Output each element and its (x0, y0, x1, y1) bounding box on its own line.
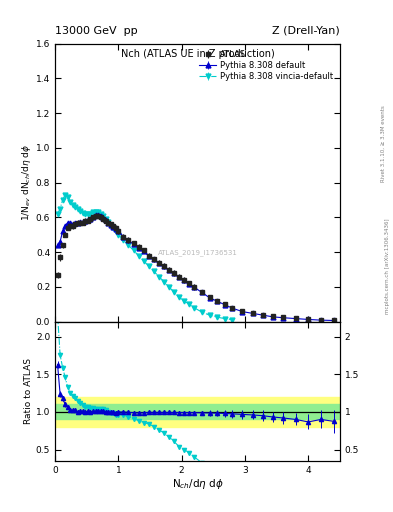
X-axis label: N$_{ch}$/d$\eta$ d$\phi$: N$_{ch}$/d$\eta$ d$\phi$ (172, 477, 223, 492)
Text: Z (Drell-Yan): Z (Drell-Yan) (272, 26, 340, 36)
Text: mcplots.cern.ch [arXiv:1306.3436]: mcplots.cern.ch [arXiv:1306.3436] (385, 219, 389, 314)
Text: Rivet 3.1.10, ≥ 3.3M events: Rivet 3.1.10, ≥ 3.3M events (381, 105, 386, 182)
Text: Nch (ATLAS UE in Z production): Nch (ATLAS UE in Z production) (121, 49, 274, 59)
Text: ATLAS_2019_I1736531: ATLAS_2019_I1736531 (158, 249, 237, 255)
Y-axis label: Ratio to ATLAS: Ratio to ATLAS (24, 358, 33, 424)
Y-axis label: 1/N$_{ev}$ dN$_{ch}$/d$\eta$ d$\phi$: 1/N$_{ev}$ dN$_{ch}$/d$\eta$ d$\phi$ (20, 144, 33, 221)
Text: 13000 GeV  pp: 13000 GeV pp (55, 26, 138, 36)
Legend: ATLAS, Pythia 8.308 default, Pythia 8.308 vincia-default: ATLAS, Pythia 8.308 default, Pythia 8.30… (197, 48, 336, 84)
